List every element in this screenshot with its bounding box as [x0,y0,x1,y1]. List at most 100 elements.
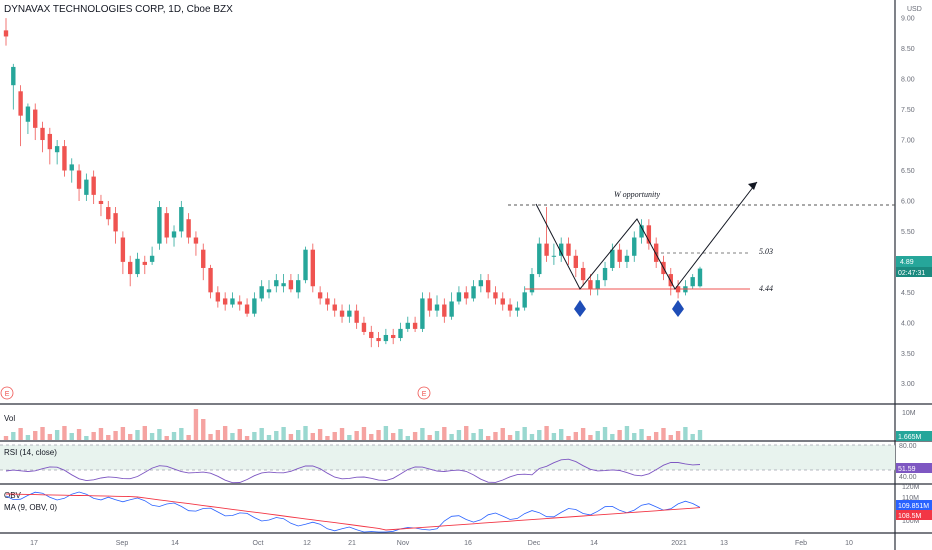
volume-bar-51 [376,430,381,440]
candle-body-54 [398,328,403,339]
candle-body-59 [434,304,440,311]
candle-body-5 [40,127,45,141]
volume-bar-21 [157,429,162,440]
volume-bar-80 [588,435,593,440]
obv-badge-text: 109.851M [898,503,929,510]
bottom-marker-1 [574,300,586,317]
candle-body-4 [33,109,38,128]
volume-bar-62 [456,430,462,440]
volume-bar-93 [683,427,688,440]
earnings-marker-2[interactable]: E [417,386,431,400]
w-arrowhead [748,182,757,190]
price-axis: 9.008.508.007.507.006.506.005.505.004.50… [901,16,915,389]
volume-bar-1 [11,432,16,440]
candle-body-64 [471,286,476,299]
candle-body-61 [449,301,454,317]
candle-body-1 [11,66,16,86]
candle-body-33 [244,304,250,314]
volume-bar-28 [208,434,213,440]
earnings-marker-1-text: E [5,391,10,398]
candle-body-82 [602,267,608,281]
volume-bar-32 [237,429,242,440]
candle-body-69 [507,304,513,311]
volume-bar-41 [303,426,308,440]
volume-bar-34 [252,432,257,440]
last-price-text: 4.89 [900,259,914,266]
volume-bar-95 [697,430,703,440]
volume-bar-44 [325,436,330,440]
volume-bar-45 [332,432,337,440]
time-tick-9: 14 [590,540,598,547]
volume-bar-48 [354,431,359,440]
volume-bar-25 [186,435,191,440]
candle-body-45 [332,304,337,311]
volume-bar-29 [215,430,221,440]
candle-body-11 [84,179,89,195]
candles-group [3,18,703,348]
candle-body-76 [559,243,564,256]
obv-ma-label: MA (9, OBV, 0) [4,503,57,512]
candle-body-23 [171,231,177,238]
candle-body-41 [303,249,308,281]
volume-bar-40 [296,430,301,440]
candle-body-17 [127,261,133,275]
candle-body-14 [106,207,111,220]
candle-body-47 [347,310,352,317]
obv-badge: 109.851M [896,500,932,510]
volume-bar-5 [40,427,45,440]
volume-bar-49 [361,427,367,440]
volume-bar-94 [690,434,695,440]
volume-axis-label: 10M [902,410,916,417]
candle-body-3 [25,106,31,122]
candle-body-44 [325,298,330,305]
candle-body-29 [215,292,221,302]
price-tick-5: 6.50 [901,168,915,175]
candle-body-46 [339,310,345,317]
volume-bar-27 [201,419,206,440]
candle-body-78 [573,255,579,268]
volume-bar-19 [142,426,147,440]
candle-body-84 [617,249,622,262]
candle-body-79 [580,267,586,281]
candle-body-94 [690,277,695,287]
volume-bar-33 [244,436,250,440]
candle-body-81 [595,280,600,290]
candle-body-73 [537,243,542,275]
candle-body-74 [544,243,549,256]
time-tick-12: Feb [795,540,807,547]
volume-bar-56 [412,432,418,440]
volume-badge: 1.665M [896,431,932,441]
price-tick-7: 5.50 [901,229,915,236]
last-price-badge: 4.89 [896,256,932,267]
candle-body-71 [522,292,527,308]
volume-bar-83 [610,434,615,440]
volume-bar-64 [471,433,476,440]
obv-axis-120m: 120M [902,484,920,491]
obv-ma-badge: 108.5M [896,510,932,520]
volume-bar-65 [478,429,484,440]
volume-bar-75 [551,433,557,440]
candle-body-77 [566,243,571,256]
candle-body-68 [500,298,505,305]
volume-bar-31 [230,433,235,440]
candle-body-30 [222,298,228,305]
candle-body-60 [442,304,447,317]
volume-bar-74 [544,426,549,440]
time-tick-4: 12 [303,540,311,547]
time-axis: 17 Sep 14 Oct 12 21 Nov 16 Dec 14 2021 13 Feb 10 [30,540,853,547]
volume-bar-6 [47,434,53,440]
volume-bar-81 [595,431,600,440]
volume-bar-38 [281,427,286,440]
candle-body-38 [281,283,286,287]
volume-bar-15 [113,431,118,440]
obv-line [5,491,701,533]
earnings-marker-1[interactable]: E [0,386,14,400]
volume-bar-2 [18,428,23,440]
chart-title: DYNAVAX TECHNOLOGIES CORP, 1D, Cboe BZX [4,4,233,15]
volume-bar-52 [383,426,389,440]
volume-bar-89 [653,432,659,440]
time-tick-6: Nov [397,540,410,547]
volume-bar-39 [288,434,294,440]
volume-bar-79 [580,428,586,440]
